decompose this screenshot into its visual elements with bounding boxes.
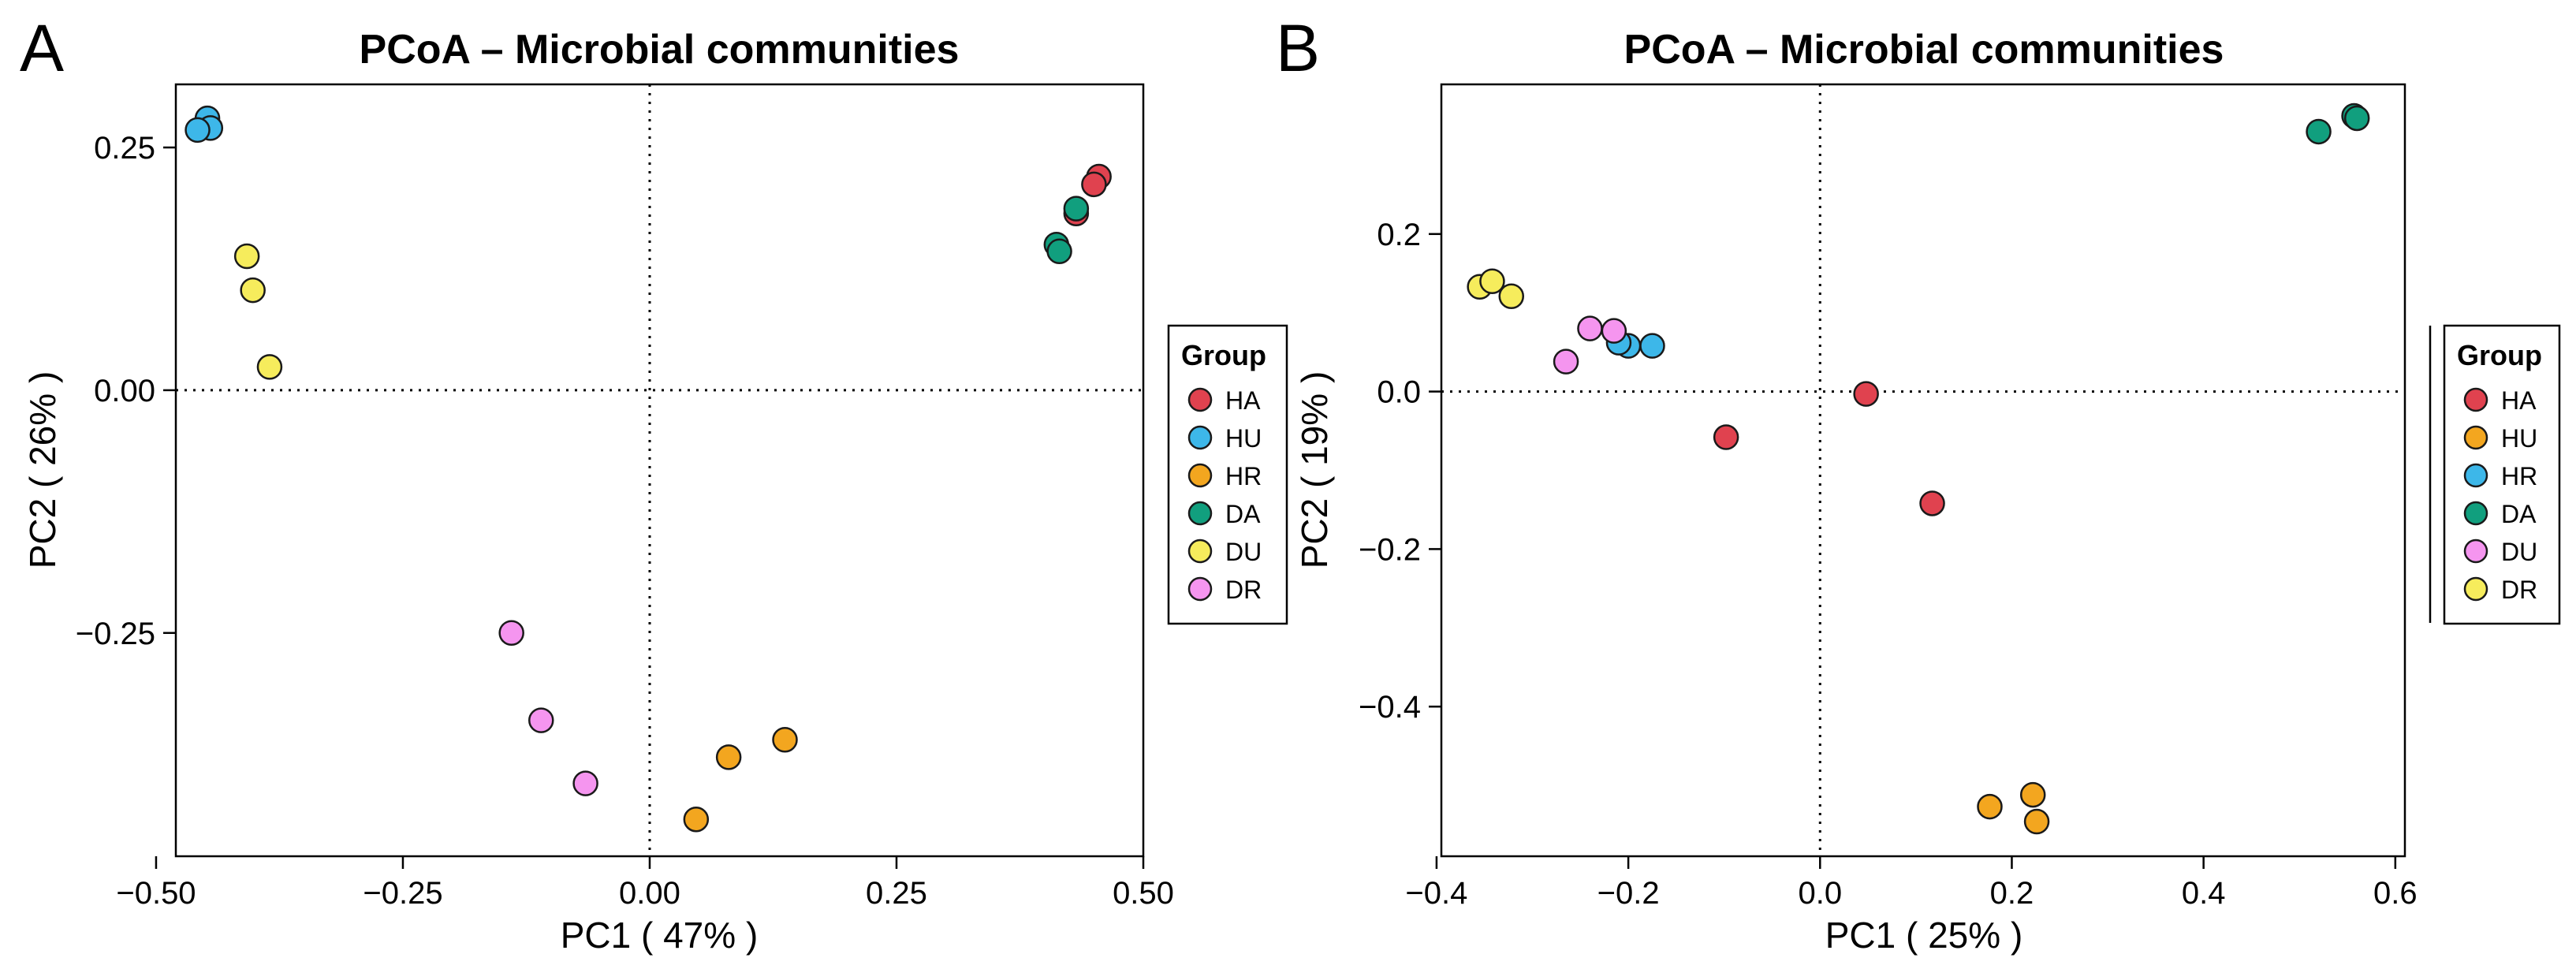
y-tick-label: −0.2: [1359, 532, 1421, 567]
y-tick-label: 0.00: [94, 374, 155, 408]
legend-label: HU: [1225, 424, 1262, 453]
legend-label: DR: [1225, 576, 1262, 604]
legend-label: HR: [2501, 462, 2537, 490]
series-du: [233, 243, 283, 380]
series-hu: [185, 105, 224, 143]
data-point: [715, 744, 742, 770]
series-ha: [1713, 381, 1945, 516]
data-point: [1853, 381, 1879, 407]
data-point: [1553, 348, 1579, 375]
legend-title: Group: [2457, 339, 2542, 371]
x-tick-label: 0.25: [866, 876, 927, 911]
panel-letter: A: [20, 11, 64, 85]
legend-swatch: [1187, 463, 1213, 488]
panel-a: A PCoA – Microbial communities −0.50 −0.25 0…: [20, 11, 1288, 956]
data-point: [2343, 105, 2370, 132]
data-point: [498, 620, 524, 647]
x-tick-label: −0.25: [363, 876, 442, 911]
data-point: [572, 770, 598, 796]
data-point: [1081, 171, 1107, 198]
legend-label: HA: [2501, 386, 2537, 415]
y-tick-label: −0.4: [1359, 690, 1421, 725]
legend-swatch: [2463, 425, 2488, 450]
y-tick-label: 0.0: [1377, 375, 1421, 410]
legend-swatch: [2463, 387, 2488, 412]
legend-swatch: [2463, 463, 2488, 488]
legend-swatch: [1187, 576, 1213, 602]
x-tick-label: 0.00: [619, 876, 680, 911]
series-dr: [1467, 268, 1525, 309]
data-point: [528, 707, 554, 733]
x-axis-label: PC1 ( 25% ): [1825, 915, 2023, 956]
panel-letter: B: [1276, 11, 1320, 85]
y-tick-label: 0.2: [1377, 218, 1421, 252]
legend-label: HR: [1225, 462, 1262, 490]
y-axis-label: PC2 ( 19% ): [1294, 371, 1335, 569]
data-point: [1713, 424, 1739, 450]
data-point: [2019, 781, 2046, 808]
legend-swatch: [1187, 425, 1213, 450]
legend-label: DR: [2501, 576, 2537, 604]
x-tick-label: −0.2: [1597, 876, 1660, 911]
y-tick-label: −0.25: [76, 617, 155, 651]
data-point: [1919, 490, 1945, 516]
data-point: [185, 117, 211, 143]
data-point: [683, 806, 710, 833]
legend-box: [2443, 324, 2561, 625]
legend-label: DA: [1225, 500, 1261, 528]
x-tick-label: 0.50: [1113, 876, 1174, 911]
data-point: [772, 726, 798, 753]
legend-label: HU: [2501, 424, 2537, 453]
series-da: [2306, 102, 2370, 145]
x-tick-label: 0.6: [2373, 876, 2418, 911]
data-point: [1577, 315, 1603, 341]
plot-frame: [1440, 83, 2406, 858]
legend-swatch: [1187, 501, 1213, 526]
data-point: [2023, 808, 2050, 835]
x-tick-label: 0.0: [1798, 876, 1842, 911]
legend-title: Group: [1181, 339, 1266, 371]
series-dr: [498, 620, 598, 796]
chart-title: PCoA – Microbial communities: [1624, 27, 2224, 73]
series-da: [1043, 196, 1090, 265]
data-point: [1063, 196, 1090, 222]
legend-swatch: [2463, 539, 2488, 564]
legend: Group HA HU HR DA DU DR: [1167, 324, 1288, 625]
y-axis-label: PC2 ( 26% ): [22, 371, 63, 569]
data-point: [2306, 118, 2332, 145]
panel-b: B PCoA – Microbial communities −0.4 −0.2 0.0…: [1276, 11, 2561, 956]
x-tick-label: 0.4: [2182, 876, 2226, 911]
data-point: [1046, 238, 1072, 265]
legend-swatch: [2463, 576, 2488, 602]
series-hr: [683, 726, 798, 833]
y-tick-label: 0.25: [94, 131, 155, 166]
x-axis-label: PC1 ( 47% ): [561, 915, 759, 956]
data-point: [1498, 283, 1525, 309]
legend-swatch: [2463, 501, 2488, 526]
data-point: [256, 354, 283, 380]
data-point: [1977, 793, 2003, 820]
legend-label: DU: [1225, 538, 1262, 566]
series-hu: [1977, 781, 2050, 835]
legend: Group HA HU HR DA DU DR: [2443, 324, 2561, 625]
legend-swatch: [1187, 539, 1213, 564]
data-point: [233, 243, 260, 270]
legend-label: DA: [2501, 500, 2537, 528]
x-tick-label: 0.2: [1990, 876, 2034, 911]
data-point: [1601, 318, 1627, 344]
x-tick-label: −0.4: [1405, 876, 1467, 911]
legend-label: DU: [2501, 538, 2537, 566]
legend-swatch: [1187, 387, 1213, 412]
data-point: [1639, 333, 1665, 359]
plot-frame: [174, 83, 1145, 858]
x-tick-label: −0.50: [116, 876, 196, 911]
series-du: [1553, 315, 1627, 375]
chart-title: PCoA – Microbial communities: [360, 27, 960, 73]
data-point: [240, 277, 266, 304]
data-point: [1479, 268, 1505, 294]
legend-label: HA: [1225, 386, 1261, 415]
